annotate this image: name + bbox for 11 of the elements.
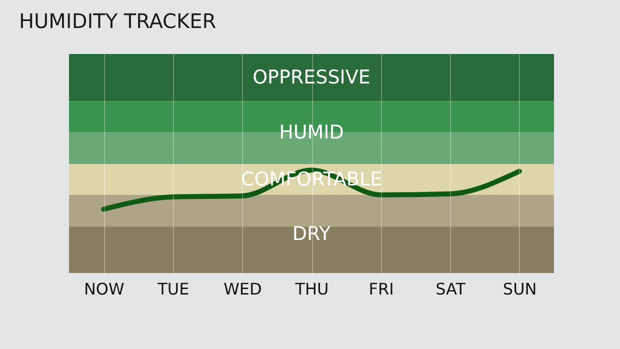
x-tick-label: WED (224, 280, 262, 298)
chart-title: HUMIDITY TRACKER (19, 9, 216, 33)
x-tick-label: NOW (84, 280, 125, 298)
x-tick-label: SAT (436, 280, 466, 298)
x-tick-label: FRI (368, 280, 394, 298)
x-tick-label: SUN (502, 280, 537, 298)
x-tick-label: TUE (156, 280, 190, 298)
band-label: OPPRESSIVE (252, 66, 370, 89)
band-label: HUMID (279, 122, 344, 144)
band-label: DRY (292, 222, 331, 245)
x-tick-label: THU (294, 280, 329, 298)
